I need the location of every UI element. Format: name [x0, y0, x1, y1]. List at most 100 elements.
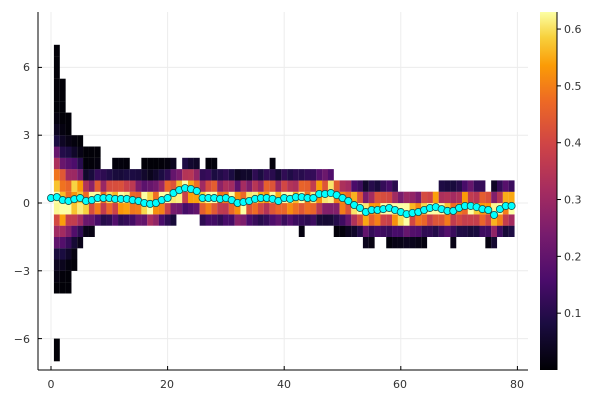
- heatmap-cell: [59, 112, 66, 124]
- heatmap-cell: [322, 180, 328, 192]
- heatmap-cell: [123, 214, 130, 226]
- heatmap-cell: [415, 191, 422, 204]
- heatmap-cell: [158, 157, 165, 170]
- heatmap-cell: [287, 169, 294, 181]
- heatmap-cell: [485, 225, 492, 237]
- heatmap-cell: [53, 236, 60, 249]
- mean-marker: [344, 196, 353, 205]
- heatmap-cell: [106, 214, 113, 226]
- heatmap-cell: [345, 225, 352, 237]
- heatmap-cell: [71, 180, 78, 192]
- colorbar-tick-label: 0.6: [564, 23, 582, 36]
- mean-marker: [192, 187, 201, 196]
- heatmap-cell: [147, 191, 154, 204]
- heatmap-cell: [374, 214, 381, 226]
- colorbar-ticks: 0.1 0.2 0.3 0.4 0.5 0.6: [557, 23, 582, 320]
- heatmap-cell: [386, 236, 393, 249]
- heatmap-cell: [473, 225, 480, 237]
- heatmap-cell: [164, 180, 171, 192]
- heatmap-cell: [374, 191, 381, 204]
- heatmap-cell: [403, 214, 410, 226]
- heatmap-cell: [310, 214, 317, 226]
- heatmap-cell: [462, 225, 468, 237]
- heatmap-cell: [88, 225, 95, 237]
- heatmap-cell: [456, 191, 463, 204]
- heatmap-cell: [53, 67, 60, 79]
- heatmap-cell: [228, 203, 235, 215]
- heatmap-cell: [118, 180, 124, 192]
- heatmap-cell: [77, 135, 84, 147]
- heatmap-cell: [432, 191, 439, 204]
- heatmap-cell: [77, 146, 84, 158]
- heatmap-cell: [357, 191, 363, 204]
- y-tick-label: 0: [23, 197, 30, 210]
- heatmap-cell: [65, 282, 72, 294]
- heatmap-cell: [77, 169, 84, 181]
- heatmap-cell: [450, 180, 457, 192]
- heatmap-cell: [473, 214, 480, 226]
- heatmap-cell: [59, 101, 66, 113]
- heatmap-cell: [392, 180, 398, 192]
- y-axis-ticks: −6 −3 0 3 6: [14, 61, 30, 346]
- x-axis-ticks: 0 20 40 60 80: [48, 378, 525, 391]
- heatmap-cell: [287, 180, 294, 192]
- heatmap-cell: [246, 214, 253, 226]
- heatmap-cell: [339, 214, 346, 226]
- colorbar-tick-label: 0.5: [564, 80, 582, 93]
- heatmap-cell: [106, 180, 113, 192]
- heatmap-cell: [496, 214, 503, 226]
- heatmap-cell: [53, 203, 60, 215]
- heatmap-cell: [403, 225, 410, 237]
- heatmap-cell: [164, 157, 171, 170]
- heatmap-cell: [100, 203, 107, 215]
- heatmap-cell: [415, 225, 422, 237]
- heatmap-cell: [211, 180, 218, 192]
- heatmap-cell: [59, 169, 66, 181]
- heatmap-cell: [333, 203, 340, 215]
- heatmap-cell: [193, 191, 200, 204]
- heatmap-cell: [292, 203, 299, 215]
- heatmap-cell: [65, 248, 72, 260]
- heatmap-cell: [450, 225, 457, 237]
- heatmap-cell: [135, 214, 142, 226]
- heatmap-cell: [53, 146, 60, 158]
- heatmap-cell: [304, 180, 311, 192]
- heatmap-cell: [351, 214, 358, 226]
- heatmap-cell: [65, 146, 72, 158]
- heatmap-cell: [188, 203, 194, 215]
- heatmap-cell: [479, 214, 486, 226]
- heatmap-cell: [94, 157, 101, 170]
- heatmap-cell: [345, 203, 352, 215]
- y-tick-label: −3: [14, 265, 30, 278]
- heatmap-cell: [298, 169, 305, 181]
- heatmap-cell: [275, 203, 282, 215]
- colorbar-tick-label: 0.2: [564, 250, 582, 263]
- heatmap-cell: [333, 225, 340, 237]
- heatmap-cell: [118, 214, 124, 226]
- heatmap-cell: [182, 203, 189, 215]
- heatmap-cell: [59, 214, 66, 226]
- heatmap-cell: [65, 112, 72, 124]
- heatmap-cell: [362, 214, 369, 226]
- heatmap-cell: [71, 169, 78, 181]
- heatmap-cell: [59, 236, 66, 249]
- heatmap-cell: [508, 214, 515, 226]
- heatmap-cell: [357, 225, 363, 237]
- heatmap-cell: [129, 169, 136, 181]
- heatmap-cell: [71, 214, 78, 226]
- heatmap-cell: [153, 180, 159, 192]
- heatmap-cell: [502, 225, 509, 237]
- heatmap-cell: [281, 180, 288, 192]
- heatmap-cell: [83, 214, 89, 226]
- heatmap-cell: [59, 146, 66, 158]
- heatmap-cell: [71, 157, 78, 170]
- heatmap-cell: [71, 236, 78, 249]
- y-tick-label: 3: [23, 129, 30, 142]
- heatmap-cell: [112, 203, 119, 215]
- heatmap-cell: [193, 157, 200, 170]
- heatmap-cell: [351, 191, 358, 204]
- heatmap-cell: [240, 214, 247, 226]
- heatmap-cell: [112, 157, 119, 170]
- heatmap-cell: [479, 225, 486, 237]
